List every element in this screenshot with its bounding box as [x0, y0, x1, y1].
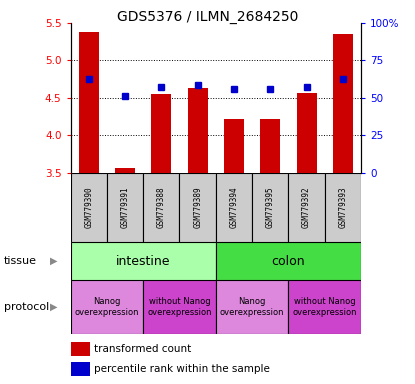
Bar	[224, 119, 244, 173]
Bar	[143, 280, 216, 334]
Bar	[216, 242, 361, 280]
Bar	[297, 93, 317, 173]
Text: Nanog
overexpression: Nanog overexpression	[75, 298, 139, 317]
Bar	[260, 119, 280, 173]
Bar	[71, 242, 216, 280]
Text: tissue: tissue	[4, 256, 37, 266]
Bar	[216, 280, 288, 334]
Text: Nanog
overexpression: Nanog overexpression	[220, 298, 284, 317]
Text: GSM779390: GSM779390	[84, 187, 93, 228]
Text: GSM779391: GSM779391	[120, 187, 129, 228]
Bar	[71, 342, 90, 356]
Text: ▶: ▶	[50, 256, 58, 266]
Text: colon: colon	[271, 255, 305, 268]
Text: GSM779394: GSM779394	[229, 187, 239, 228]
Text: without Nanog
overexpression: without Nanog overexpression	[147, 298, 212, 317]
Bar	[115, 167, 135, 173]
Bar	[288, 280, 361, 334]
Bar	[252, 173, 288, 242]
Text: GSM779388: GSM779388	[157, 187, 166, 228]
Text: ▶: ▶	[50, 302, 58, 312]
Bar	[107, 173, 143, 242]
Bar	[71, 173, 107, 242]
Bar	[71, 362, 90, 376]
Bar	[179, 173, 216, 242]
Bar	[216, 173, 252, 242]
Text: intestine: intestine	[116, 255, 171, 268]
Text: GSM779392: GSM779392	[302, 187, 311, 228]
Bar	[71, 280, 143, 334]
Bar	[151, 94, 171, 173]
Bar	[143, 173, 179, 242]
Text: GDS5376 / ILMN_2684250: GDS5376 / ILMN_2684250	[117, 10, 298, 23]
Text: GSM779389: GSM779389	[193, 187, 202, 228]
Text: GSM779395: GSM779395	[266, 187, 275, 228]
Bar	[288, 173, 325, 242]
Bar	[188, 88, 208, 173]
Text: protocol: protocol	[4, 302, 49, 312]
Bar	[333, 34, 353, 173]
Text: GSM779393: GSM779393	[338, 187, 347, 228]
Text: transformed count: transformed count	[94, 344, 191, 354]
Text: percentile rank within the sample: percentile rank within the sample	[94, 364, 270, 374]
Bar	[79, 32, 99, 173]
Bar	[325, 173, 361, 242]
Text: without Nanog
overexpression: without Nanog overexpression	[293, 298, 357, 317]
